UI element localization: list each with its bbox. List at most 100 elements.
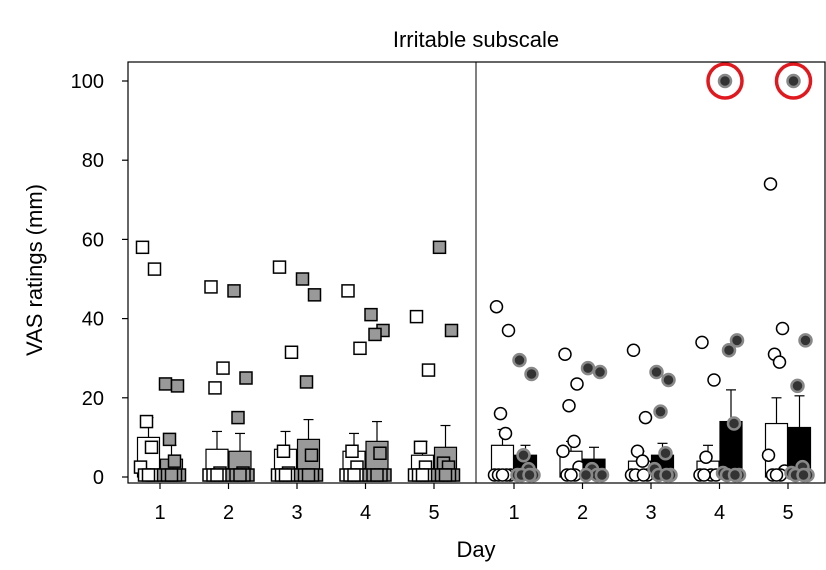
data-point <box>653 404 668 419</box>
data-point <box>558 347 572 361</box>
data-point <box>697 468 711 482</box>
data-point <box>769 468 784 482</box>
data-point <box>139 414 154 429</box>
y-axis-label: VAS ratings (mm) <box>22 184 47 356</box>
data-point <box>364 307 378 322</box>
data-point <box>512 352 527 368</box>
data-point <box>167 454 182 468</box>
data-point <box>347 468 361 482</box>
data-point <box>170 379 185 393</box>
data-point <box>661 372 676 388</box>
data-point <box>272 260 287 274</box>
data-point <box>210 468 224 482</box>
data-point <box>761 448 776 462</box>
x-tick-label: 1 <box>508 502 519 524</box>
data-point <box>216 361 230 375</box>
data-point <box>717 73 733 89</box>
x-tick-label: 4 <box>360 502 371 524</box>
data-point <box>284 345 299 360</box>
x-tick-label: 3 <box>645 502 656 524</box>
data-point <box>438 468 453 482</box>
data-point <box>564 468 578 482</box>
data-point <box>763 177 778 191</box>
data-point <box>208 381 222 395</box>
data-point <box>516 447 531 463</box>
highlight-circle <box>706 62 744 100</box>
data-point <box>147 262 162 276</box>
data-point <box>772 355 787 369</box>
data-point <box>522 467 537 483</box>
data-point <box>144 440 159 455</box>
data-point <box>141 468 156 482</box>
data-point <box>493 406 508 421</box>
data-point <box>659 467 674 483</box>
data-point <box>707 373 721 387</box>
data-point <box>786 73 801 89</box>
x-tick-label: 1 <box>154 502 165 524</box>
data-point <box>727 467 743 483</box>
x-axis-label: Day <box>456 537 495 562</box>
data-point <box>626 343 641 358</box>
x-tick-label: 5 <box>782 502 793 524</box>
data-point <box>231 410 245 425</box>
data-point <box>233 468 247 482</box>
data-point <box>276 444 291 459</box>
data-point <box>444 323 459 338</box>
y-tick-label: 20 <box>82 388 104 410</box>
y-tick-label: 80 <box>82 150 104 172</box>
data-point <box>570 377 584 391</box>
data-point <box>432 240 447 255</box>
x-tick-label: 2 <box>577 502 588 524</box>
data-point <box>278 468 293 482</box>
data-point <box>421 363 436 377</box>
chart-title: Irritable subscale <box>393 27 559 52</box>
data-point <box>301 468 316 482</box>
data-point <box>415 468 430 482</box>
data-point <box>796 467 811 483</box>
data-point <box>304 448 319 462</box>
data-point <box>409 309 424 324</box>
y-tick-label: 100 <box>71 71 104 93</box>
data-point <box>556 444 570 459</box>
x-tick-label: 4 <box>714 502 725 524</box>
data-point <box>158 377 173 391</box>
data-point <box>495 468 510 482</box>
data-point <box>162 432 177 447</box>
data-point <box>578 467 594 483</box>
data-point <box>798 333 813 348</box>
data-point <box>373 446 387 460</box>
data-point <box>567 434 581 449</box>
data-point <box>489 299 504 314</box>
x-tick-label: 2 <box>223 502 234 524</box>
data-point <box>239 371 253 385</box>
x-tick-label: 3 <box>291 502 302 524</box>
data-point <box>498 426 513 441</box>
data-point <box>135 240 150 255</box>
data-point <box>658 445 673 461</box>
data-point <box>580 360 596 376</box>
data-point <box>636 468 651 482</box>
data-point <box>524 366 539 382</box>
data-point <box>699 450 713 464</box>
data-point <box>204 280 218 294</box>
data-point <box>295 272 310 286</box>
data-point <box>341 284 355 298</box>
data-point <box>299 375 314 389</box>
x-tick-label: 5 <box>428 502 439 524</box>
data-point <box>562 398 576 413</box>
data-point <box>638 410 653 425</box>
data-point <box>790 378 805 394</box>
data-point <box>307 288 322 302</box>
data-point <box>413 440 428 455</box>
data-point <box>635 454 650 468</box>
data-point <box>164 468 179 482</box>
y-tick-label: 0 <box>93 467 104 489</box>
data-point <box>353 341 367 356</box>
data-point <box>594 467 610 483</box>
data-point <box>227 284 241 298</box>
y-tick-label: 60 <box>82 229 104 251</box>
data-point <box>501 323 516 338</box>
data-point <box>721 343 737 358</box>
data-point <box>726 416 742 431</box>
